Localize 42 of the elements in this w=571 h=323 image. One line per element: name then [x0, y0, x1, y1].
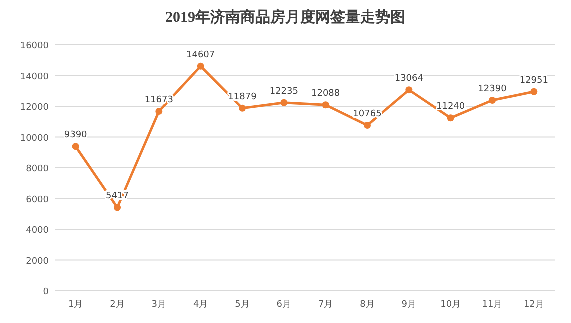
x-tick-label: 4月 [193, 300, 208, 310]
x-tick-label: 9月 [402, 300, 417, 310]
chart-title: 2019年济南商品房月度网签量走势图 [166, 8, 406, 26]
x-tick-label: 1月 [68, 300, 84, 310]
y-tick-label: 14000 [20, 72, 50, 82]
y-tick-label: 10000 [20, 134, 50, 144]
data-label: 11240 [436, 102, 466, 112]
point [156, 108, 163, 116]
x-tick-label: 7月 [318, 300, 334, 310]
x-tick-label: 8月 [360, 300, 375, 310]
data-label: 14607 [186, 50, 216, 60]
point [114, 204, 121, 212]
point [530, 88, 538, 96]
y-tick-label: 0 [43, 288, 50, 298]
y-tick-label: 12000 [20, 103, 50, 113]
x-tick-label: 2月 [110, 300, 125, 310]
data-label: 9390 [64, 130, 88, 141]
x-tick-label: 11月 [482, 300, 503, 310]
data-label: 12235 [270, 86, 298, 97]
point [364, 122, 371, 129]
data-label: 12390 [478, 84, 508, 95]
x-tick-label: 6月 [276, 300, 292, 310]
point [239, 104, 246, 112]
point [489, 97, 496, 104]
y-tick-label: 8000 [26, 164, 50, 174]
data-label: 13064 [394, 74, 424, 84]
y-tick-label: 2000 [26, 256, 50, 267]
x-tick-label: 12月 [524, 300, 544, 310]
point [447, 114, 454, 122]
data-label: 12088 [312, 89, 340, 100]
point [280, 99, 288, 106]
point [322, 102, 330, 109]
y-tick-label: 16000 [20, 42, 50, 52]
y-tick-label: 6000 [26, 195, 50, 206]
x-tick-label: 10月 [440, 300, 462, 310]
data-label: 12951 [520, 76, 548, 86]
x-tick-label: 5月 [235, 300, 250, 310]
point [406, 86, 413, 94]
point [197, 62, 204, 70]
x-tick-label: 3月 [152, 300, 167, 310]
point [72, 143, 80, 150]
y-tick-label: 4000 [26, 226, 50, 236]
